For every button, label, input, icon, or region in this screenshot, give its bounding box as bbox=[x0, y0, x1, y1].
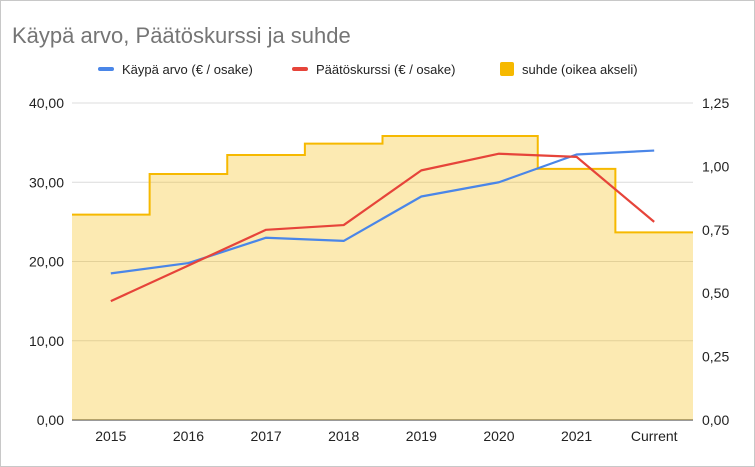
point-kaypa-arvo-current bbox=[651, 148, 657, 154]
y-axis-left: 0,00 10,00 20,00 30,00 40,00 bbox=[29, 95, 64, 428]
x-axis: 2015 2016 2017 2018 2019 2020 2021 Current bbox=[95, 428, 677, 444]
point-paatoskurssi-2019 bbox=[418, 167, 424, 173]
series-line-paatoskurssi bbox=[110, 152, 655, 303]
x-tick-label: 2020 bbox=[483, 428, 514, 444]
suhde-area-fill bbox=[72, 135, 693, 420]
gridlines bbox=[72, 102, 693, 421]
point-kaypa-arvo-2019 bbox=[418, 194, 424, 200]
chart-title: Käypä arvo, Päätöskurssi ja suhde bbox=[12, 23, 351, 48]
y-left-tick-label: 10,00 bbox=[29, 333, 64, 349]
point-paatoskurssi-2020 bbox=[496, 151, 502, 157]
y-right-tick-label: 1,25 bbox=[702, 95, 729, 111]
y-left-tick-label: 20,00 bbox=[29, 254, 64, 270]
point-kaypa-arvo-2018 bbox=[341, 238, 347, 244]
x-tick-label: 2021 bbox=[561, 428, 592, 444]
point-kaypa-arvo-2020 bbox=[496, 179, 502, 185]
y-right-tick-label: 0,00 bbox=[702, 412, 729, 428]
y-right-tick-label: 0,50 bbox=[702, 285, 729, 301]
point-paatoskurssi-2021 bbox=[574, 154, 580, 160]
point-paatoskurssi-2016 bbox=[185, 262, 191, 268]
series-lines-layer bbox=[108, 148, 657, 304]
legend: Käypä arvo (€ / osake) Päätöskurssi (€ /… bbox=[98, 62, 638, 77]
point-paatoskurssi-2018 bbox=[341, 222, 347, 228]
suhde-area-layer bbox=[72, 134, 693, 420]
x-tick-label: Current bbox=[631, 428, 678, 444]
legend-swatch-suhde bbox=[500, 62, 514, 76]
y-right-tick-label: 0,75 bbox=[702, 222, 729, 238]
x-tick-label: 2015 bbox=[95, 428, 126, 444]
y-right-tick-label: 0,25 bbox=[702, 349, 729, 365]
point-kaypa-arvo-2015 bbox=[108, 270, 114, 276]
legend-label-paatoskurssi: Päätöskurssi (€ / osake) bbox=[316, 62, 455, 77]
legend-label-suhde: suhde (oikea akseli) bbox=[522, 62, 638, 77]
point-paatoskurssi-current bbox=[651, 219, 657, 225]
legend-label-kaypa-arvo: Käypä arvo (€ / osake) bbox=[122, 62, 253, 77]
x-tick-label: 2019 bbox=[406, 428, 437, 444]
x-tick-label: 2017 bbox=[250, 428, 281, 444]
legend-swatch-paatoskurssi bbox=[292, 67, 308, 71]
y-left-tick-label: 0,00 bbox=[37, 412, 64, 428]
point-kaypa-arvo-2017 bbox=[263, 235, 269, 241]
x-tick-label: 2018 bbox=[328, 428, 359, 444]
y-axis-right: 0,00 0,25 0,50 0,75 1,00 1,25 bbox=[702, 95, 729, 428]
y-left-tick-label: 40,00 bbox=[29, 95, 64, 111]
y-left-tick-label: 30,00 bbox=[29, 174, 64, 190]
point-paatoskurssi-2017 bbox=[263, 227, 269, 233]
x-tick-label: 2016 bbox=[173, 428, 204, 444]
y-right-tick-label: 1,00 bbox=[702, 158, 729, 174]
point-paatoskurssi-2015 bbox=[108, 298, 114, 304]
legend-swatch-kaypa-arvo bbox=[98, 67, 114, 71]
